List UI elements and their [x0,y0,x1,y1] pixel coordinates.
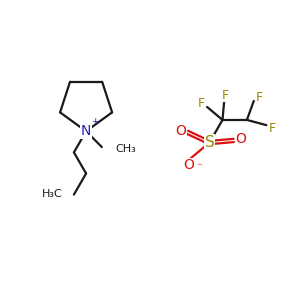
Text: S: S [205,135,214,150]
Text: F: F [222,88,229,101]
Text: O: O [183,158,194,172]
Text: F: F [269,122,276,135]
Text: F: F [256,92,263,104]
Text: O: O [176,124,186,138]
Text: H₃C: H₃C [42,189,63,199]
Text: +: + [91,117,99,126]
Text: ⁻: ⁻ [196,162,202,172]
Text: CH₃: CH₃ [116,143,136,154]
Text: O: O [236,132,246,146]
Text: N: N [81,124,91,138]
Text: F: F [198,98,205,110]
